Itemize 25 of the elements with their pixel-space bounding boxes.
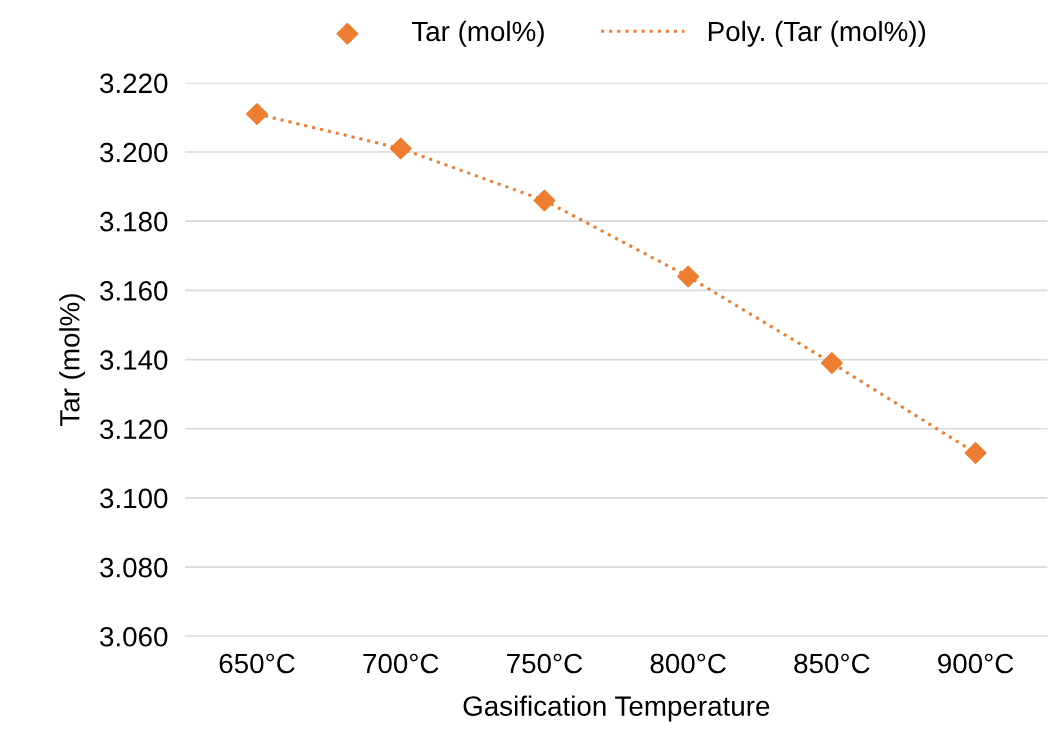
- point: [677, 265, 700, 288]
- y-tick-label: 3.060: [100, 626, 168, 647]
- legend-label: Poly. (Tar (mol%)): [708, 20, 926, 47]
- y-tick-label: 3.220: [100, 73, 168, 94]
- x-tick-label: 900°C: [938, 653, 1014, 674]
- y-tick-label: 3.100: [100, 488, 168, 509]
- y-tick-label: 3.140: [100, 350, 168, 370]
- point: [389, 137, 412, 160]
- x-tick-label: 650°C: [219, 653, 295, 674]
- point: [246, 102, 269, 125]
- y-tick-label: 3.120: [100, 419, 168, 440]
- x-tick-label: 750°C: [507, 653, 583, 674]
- y-axis-title: Tar (mol%): [59, 294, 86, 427]
- x-tick-label: 850°C: [794, 653, 870, 674]
- point: [820, 352, 843, 375]
- x-tick-label: 700°C: [363, 653, 439, 674]
- x-tick-label: 800°C: [650, 653, 726, 674]
- y-tick-label: 3.080: [100, 557, 168, 578]
- x-axis-title: Gasification Temperature: [463, 695, 770, 722]
- point: [533, 189, 556, 212]
- y-tick-label: 3.180: [100, 211, 168, 232]
- legend-label: Tar (mol%): [411, 20, 544, 47]
- point: [964, 441, 987, 464]
- y-tick-label: 3.160: [100, 281, 168, 301]
- y-tick-label: 3.200: [100, 142, 168, 163]
